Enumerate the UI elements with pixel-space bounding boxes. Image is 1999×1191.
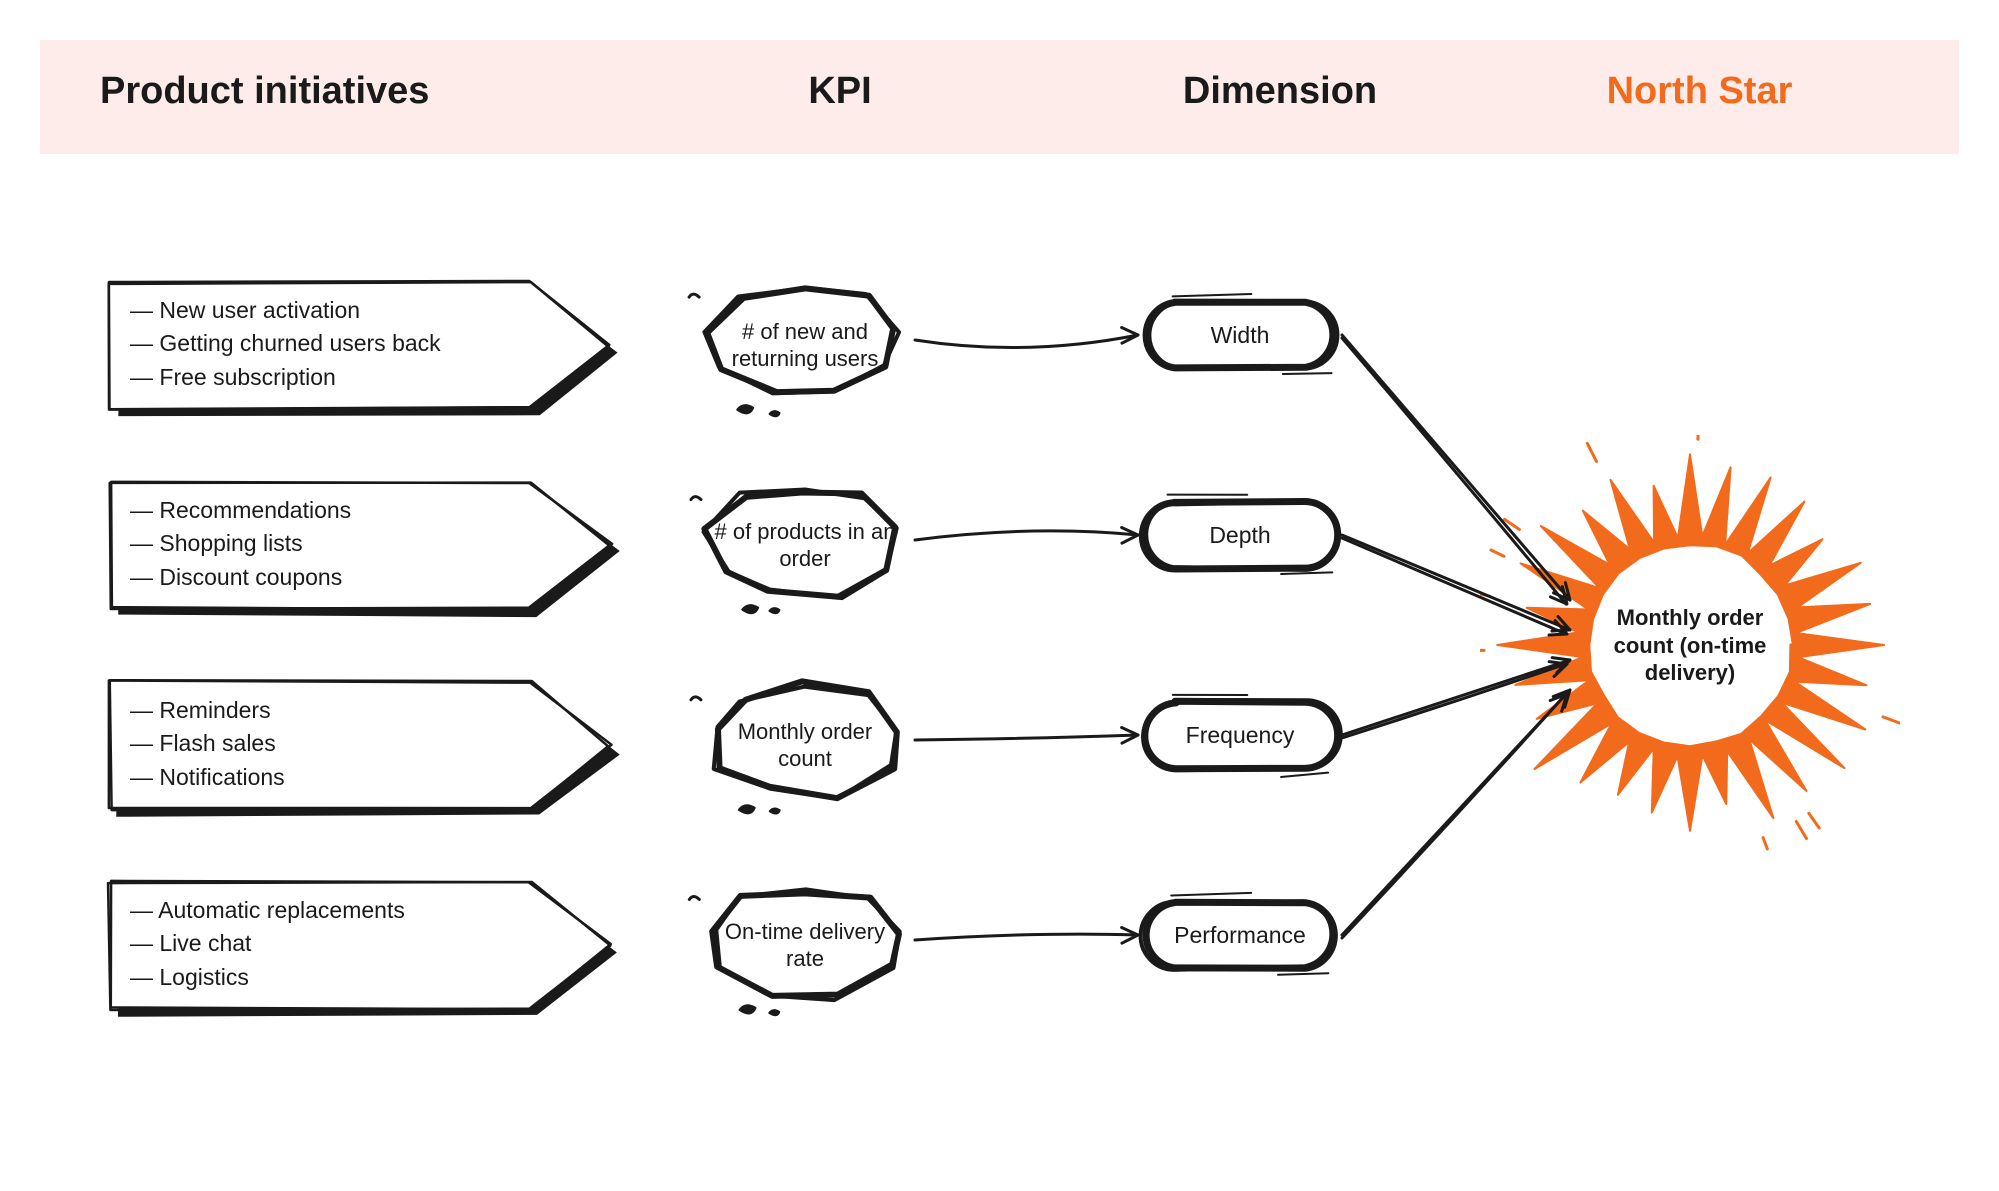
initiative-item: Flash sales <box>130 727 285 760</box>
kpi-blob: On-time delivery rate <box>680 870 930 1020</box>
initiative-box: RemindersFlash salesNotifications <box>100 670 620 820</box>
initiative-item: Free subscription <box>130 361 441 394</box>
dimension-label: Depth <box>1130 490 1350 580</box>
initiative-item: Notifications <box>130 761 285 794</box>
initiative-item: Recommendations <box>130 494 351 527</box>
initiative-item: Shopping lists <box>130 527 351 560</box>
initiative-item: Getting churned users back <box>130 327 441 360</box>
dimension-pill: Frequency <box>1130 690 1350 780</box>
north-star: Monthly order count (on-time delivery) <box>1480 435 1900 855</box>
kpi-label: # of new and returning users <box>680 270 930 420</box>
initiative-item: Reminders <box>130 694 285 727</box>
kpi-label: On-time delivery rate <box>680 870 930 1020</box>
north-star-label: Monthly order count (on-time delivery) <box>1595 604 1785 687</box>
initiative-item: Live chat <box>130 927 405 960</box>
kpi-blob: Monthly order count <box>680 670 930 820</box>
initiative-item: New user activation <box>130 294 441 327</box>
diagram-canvas: Product initiatives KPI Dimension North … <box>40 40 1959 1151</box>
dimension-pill: Width <box>1130 290 1350 380</box>
header-band: Product initiatives KPI Dimension North … <box>40 40 1959 154</box>
kpi-blob: # of new and returning users <box>680 270 930 420</box>
header-dimension: Dimension <box>1060 70 1500 113</box>
initiative-box: RecommendationsShopping listsDiscount co… <box>100 470 620 620</box>
dimension-label: Width <box>1130 290 1350 380</box>
dimension-label: Performance <box>1130 890 1350 980</box>
header-northstar: North Star <box>1500 70 1899 113</box>
initiative-list: RemindersFlash salesNotifications <box>130 694 285 794</box>
kpi-blob: # of products in an order <box>680 470 930 620</box>
kpi-label: # of products in an order <box>680 470 930 620</box>
initiative-list: Automatic replacementsLive chatLogistics <box>130 894 405 994</box>
initiative-list: New user activationGetting churned users… <box>130 294 441 394</box>
header-kpi: KPI <box>620 70 1060 113</box>
initiative-box: New user activationGetting churned users… <box>100 270 620 420</box>
initiative-item: Logistics <box>130 961 405 994</box>
initiative-list: RecommendationsShopping listsDiscount co… <box>130 494 351 594</box>
initiative-box: Automatic replacementsLive chatLogistics <box>100 870 620 1020</box>
dimension-pill: Performance <box>1130 890 1350 980</box>
kpi-label: Monthly order count <box>680 670 930 820</box>
header-initiatives: Product initiatives <box>100 70 620 114</box>
dimension-pill: Depth <box>1130 490 1350 580</box>
dimension-label: Frequency <box>1130 690 1350 780</box>
initiative-item: Automatic replacements <box>130 894 405 927</box>
initiative-item: Discount coupons <box>130 561 351 594</box>
